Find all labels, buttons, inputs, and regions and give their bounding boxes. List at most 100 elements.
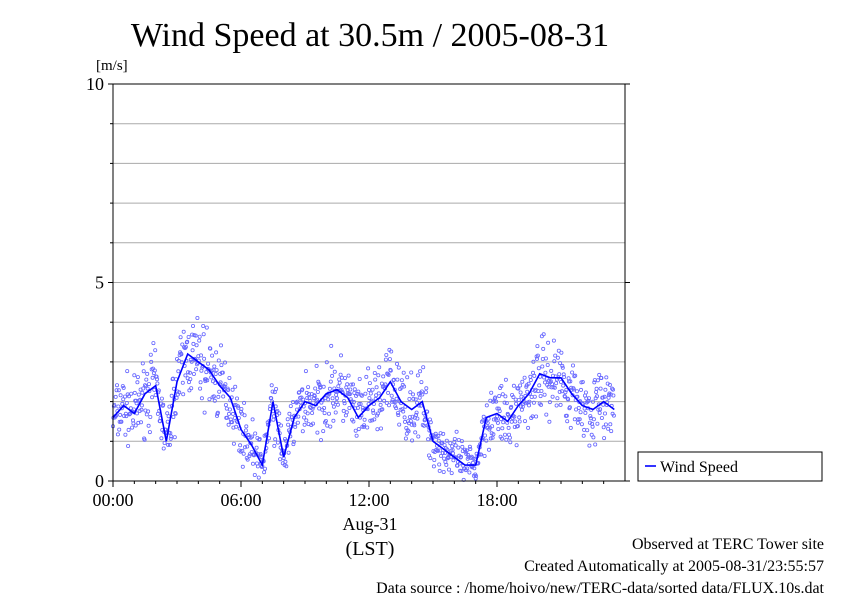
data-point bbox=[146, 423, 151, 428]
data-point bbox=[372, 417, 377, 422]
data-point bbox=[297, 390, 302, 395]
data-point bbox=[371, 410, 376, 415]
data-point bbox=[161, 446, 166, 451]
data-point bbox=[374, 385, 379, 390]
data-point bbox=[542, 392, 547, 397]
data-point bbox=[256, 475, 261, 480]
data-point bbox=[489, 390, 494, 395]
legend-label-wind-speed: Wind Speed bbox=[660, 459, 738, 476]
data-point bbox=[395, 377, 400, 382]
data-point bbox=[563, 394, 568, 399]
data-point bbox=[242, 413, 247, 418]
data-point bbox=[286, 450, 291, 455]
data-point bbox=[154, 377, 159, 382]
data-point bbox=[426, 437, 431, 442]
data-point bbox=[583, 410, 588, 415]
data-point bbox=[337, 380, 342, 385]
data-point bbox=[141, 369, 146, 374]
data-point bbox=[116, 388, 121, 393]
data-point bbox=[207, 397, 212, 402]
data-point bbox=[285, 417, 290, 422]
data-point bbox=[153, 348, 158, 353]
data-point bbox=[252, 472, 257, 477]
data-point bbox=[303, 369, 308, 374]
data-point bbox=[152, 368, 157, 373]
data-point bbox=[516, 386, 521, 391]
data-point bbox=[538, 394, 543, 399]
data-point bbox=[467, 444, 472, 449]
data-point bbox=[275, 440, 280, 445]
data-point bbox=[287, 411, 292, 416]
data-point bbox=[593, 442, 598, 447]
data-point bbox=[568, 425, 573, 430]
data-point bbox=[351, 419, 356, 424]
data-point bbox=[552, 359, 557, 364]
data-point bbox=[178, 335, 183, 340]
data-point bbox=[509, 404, 514, 409]
data-point bbox=[387, 357, 392, 362]
data-point bbox=[147, 430, 152, 435]
data-point bbox=[219, 363, 224, 368]
data-point bbox=[324, 360, 329, 365]
data-point bbox=[611, 393, 616, 398]
data-point bbox=[559, 379, 564, 384]
data-point bbox=[396, 412, 401, 417]
data-point bbox=[468, 446, 473, 451]
data-point bbox=[176, 369, 181, 374]
data-point bbox=[455, 463, 460, 468]
data-point bbox=[418, 369, 423, 374]
data-point bbox=[205, 378, 210, 383]
data-point bbox=[410, 392, 415, 397]
data-point bbox=[472, 466, 477, 471]
data-point bbox=[365, 425, 370, 430]
data-point bbox=[181, 392, 186, 397]
data-point bbox=[125, 369, 130, 374]
data-point bbox=[132, 373, 137, 378]
data-point bbox=[550, 394, 555, 399]
data-point bbox=[206, 361, 211, 366]
data-point bbox=[198, 380, 203, 385]
data-point bbox=[271, 417, 276, 422]
data-point bbox=[201, 332, 206, 337]
data-point bbox=[582, 427, 587, 432]
data-point bbox=[437, 462, 442, 467]
data-point bbox=[121, 397, 126, 402]
data-point bbox=[187, 370, 192, 375]
data-point bbox=[270, 389, 275, 394]
data-point bbox=[339, 387, 344, 392]
data-point bbox=[454, 429, 459, 434]
data-point bbox=[202, 410, 207, 415]
data-point bbox=[500, 392, 505, 397]
data-point bbox=[191, 341, 196, 346]
data-point bbox=[339, 375, 344, 380]
data-point bbox=[145, 371, 150, 376]
data-point bbox=[216, 394, 221, 399]
data-point bbox=[547, 400, 552, 405]
data-point bbox=[459, 439, 464, 444]
data-point bbox=[329, 343, 334, 348]
data-point bbox=[132, 390, 137, 395]
data-point bbox=[356, 389, 361, 394]
data-point bbox=[546, 340, 551, 345]
data-point bbox=[140, 390, 145, 395]
data-point bbox=[409, 370, 414, 375]
data-point bbox=[478, 452, 483, 457]
data-point bbox=[554, 381, 559, 386]
data-point bbox=[543, 380, 548, 385]
data-point bbox=[302, 415, 307, 420]
data-point bbox=[496, 427, 501, 432]
data-point bbox=[611, 413, 616, 418]
data-point bbox=[286, 422, 291, 427]
data-point bbox=[572, 417, 577, 422]
data-point bbox=[124, 400, 129, 405]
data-point bbox=[149, 359, 154, 364]
data-point bbox=[384, 400, 389, 405]
data-point bbox=[543, 370, 548, 375]
data-point bbox=[240, 464, 245, 469]
data-point bbox=[266, 436, 271, 441]
data-point bbox=[227, 407, 232, 412]
data-point bbox=[195, 315, 200, 320]
data-point bbox=[134, 401, 139, 406]
data-point bbox=[139, 403, 144, 408]
data-point bbox=[528, 374, 533, 379]
